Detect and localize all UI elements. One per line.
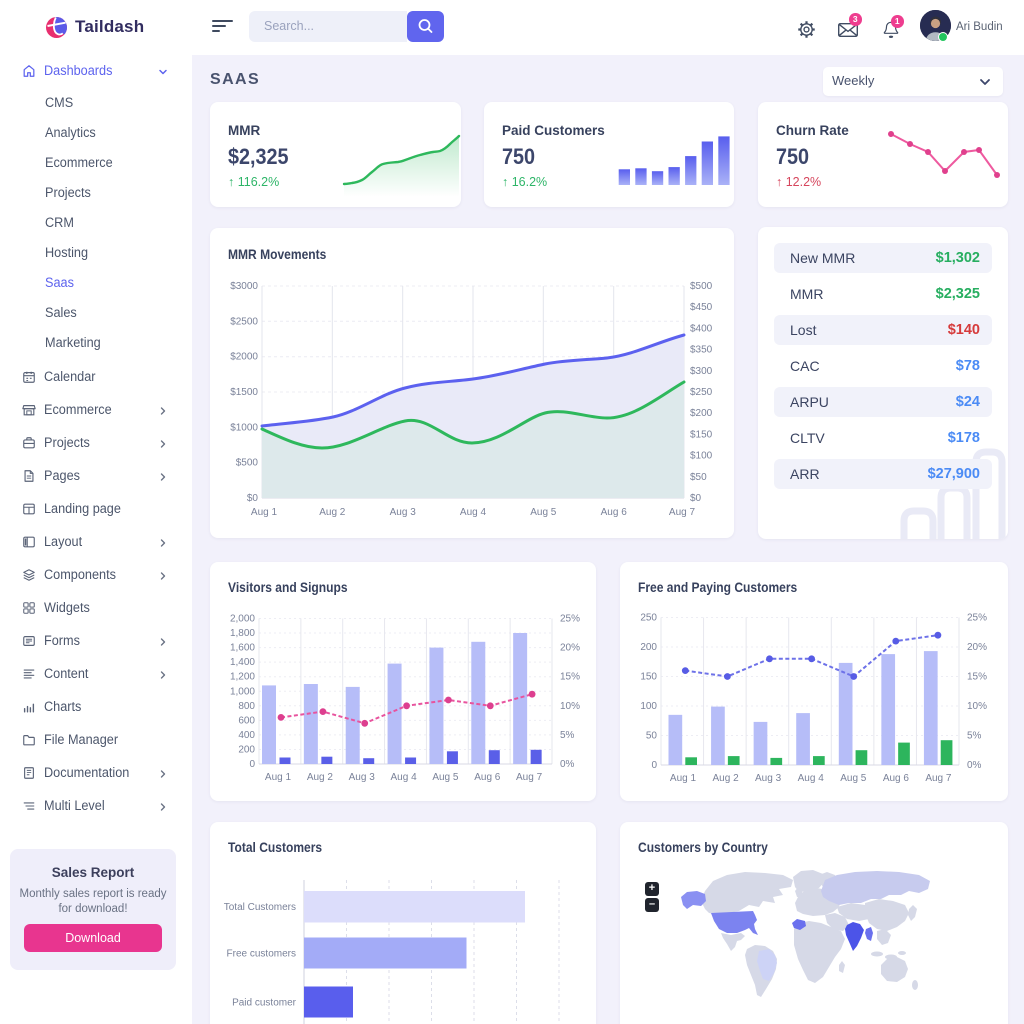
svg-text:Aug 7: Aug 7	[669, 507, 696, 518]
svg-text:0: 0	[249, 759, 255, 770]
svg-text:1,600: 1,600	[230, 643, 255, 654]
svg-text:$350: $350	[690, 345, 713, 356]
svg-text:$250: $250	[690, 387, 713, 398]
svg-text:20%: 20%	[967, 642, 987, 653]
svg-text:1,400: 1,400	[230, 657, 255, 668]
svg-text:$2500: $2500	[230, 316, 258, 327]
svg-text:Aug 2: Aug 2	[713, 773, 740, 784]
svg-text:Aug 1: Aug 1	[670, 773, 697, 784]
svg-text:Aug 6: Aug 6	[601, 507, 628, 518]
svg-text:1,800: 1,800	[230, 628, 255, 639]
svg-text:$100: $100	[690, 451, 713, 462]
svg-text:$2000: $2000	[230, 352, 258, 363]
svg-text:Aug 7: Aug 7	[516, 772, 543, 783]
svg-text:250: 250	[640, 613, 657, 624]
svg-text:Aug 6: Aug 6	[883, 773, 910, 784]
svg-text:0%: 0%	[560, 759, 575, 770]
svg-text:$500: $500	[690, 281, 713, 292]
svg-text:Aug 1: Aug 1	[251, 507, 278, 518]
svg-text:100: 100	[640, 701, 657, 712]
svg-text:$150: $150	[690, 429, 713, 440]
svg-text:Aug 3: Aug 3	[755, 773, 782, 784]
svg-text:400: 400	[238, 730, 255, 741]
svg-text:$300: $300	[690, 366, 713, 377]
svg-text:15%: 15%	[560, 672, 580, 683]
svg-text:Aug 5: Aug 5	[840, 773, 867, 784]
svg-text:Aug 4: Aug 4	[391, 772, 418, 783]
svg-text:Aug 2: Aug 2	[319, 507, 346, 518]
svg-text:200: 200	[640, 642, 657, 653]
svg-text:$200: $200	[690, 408, 713, 419]
svg-text:$1500: $1500	[230, 387, 258, 398]
svg-text:200: 200	[238, 744, 255, 755]
svg-text:Aug 7: Aug 7	[925, 773, 952, 784]
svg-text:2,000: 2,000	[230, 614, 255, 625]
svg-text:20%: 20%	[560, 643, 580, 654]
svg-text:10%: 10%	[560, 701, 580, 712]
svg-text:Aug 5: Aug 5	[530, 507, 557, 518]
svg-text:Aug 4: Aug 4	[798, 773, 825, 784]
svg-text:$450: $450	[690, 302, 713, 313]
svg-text:600: 600	[238, 715, 255, 726]
svg-text:50: 50	[646, 731, 658, 742]
svg-text:25%: 25%	[967, 613, 987, 624]
svg-text:15%: 15%	[967, 672, 987, 683]
svg-text:$500: $500	[236, 458, 259, 469]
svg-text:0: 0	[651, 760, 657, 771]
svg-text:Paid customer: Paid customer	[232, 998, 297, 1009]
svg-text:25%: 25%	[560, 614, 580, 625]
svg-text:Aug 1: Aug 1	[265, 772, 292, 783]
svg-text:Aug 4: Aug 4	[460, 507, 487, 518]
svg-text:$400: $400	[690, 323, 713, 334]
svg-text:Free customers: Free customers	[227, 949, 296, 960]
svg-text:$0: $0	[247, 493, 259, 504]
svg-text:Total Customers: Total Customers	[224, 902, 296, 913]
svg-text:$0: $0	[690, 493, 702, 504]
svg-text:Aug 2: Aug 2	[307, 772, 334, 783]
svg-text:Aug 6: Aug 6	[474, 772, 501, 783]
svg-text:150: 150	[640, 672, 657, 683]
svg-text:$1000: $1000	[230, 422, 258, 433]
svg-text:10%: 10%	[967, 701, 987, 712]
svg-text:Aug 3: Aug 3	[349, 772, 376, 783]
svg-text:5%: 5%	[560, 730, 575, 741]
svg-text:800: 800	[238, 701, 255, 712]
svg-text:1,200: 1,200	[230, 672, 255, 683]
svg-text:$50: $50	[690, 472, 707, 483]
svg-text:0%: 0%	[967, 760, 982, 771]
svg-text:Aug 3: Aug 3	[390, 507, 417, 518]
svg-text:$3000: $3000	[230, 281, 258, 292]
svg-text:1,000: 1,000	[230, 686, 255, 697]
svg-text:5%: 5%	[967, 731, 982, 742]
svg-text:Aug 5: Aug 5	[432, 772, 459, 783]
